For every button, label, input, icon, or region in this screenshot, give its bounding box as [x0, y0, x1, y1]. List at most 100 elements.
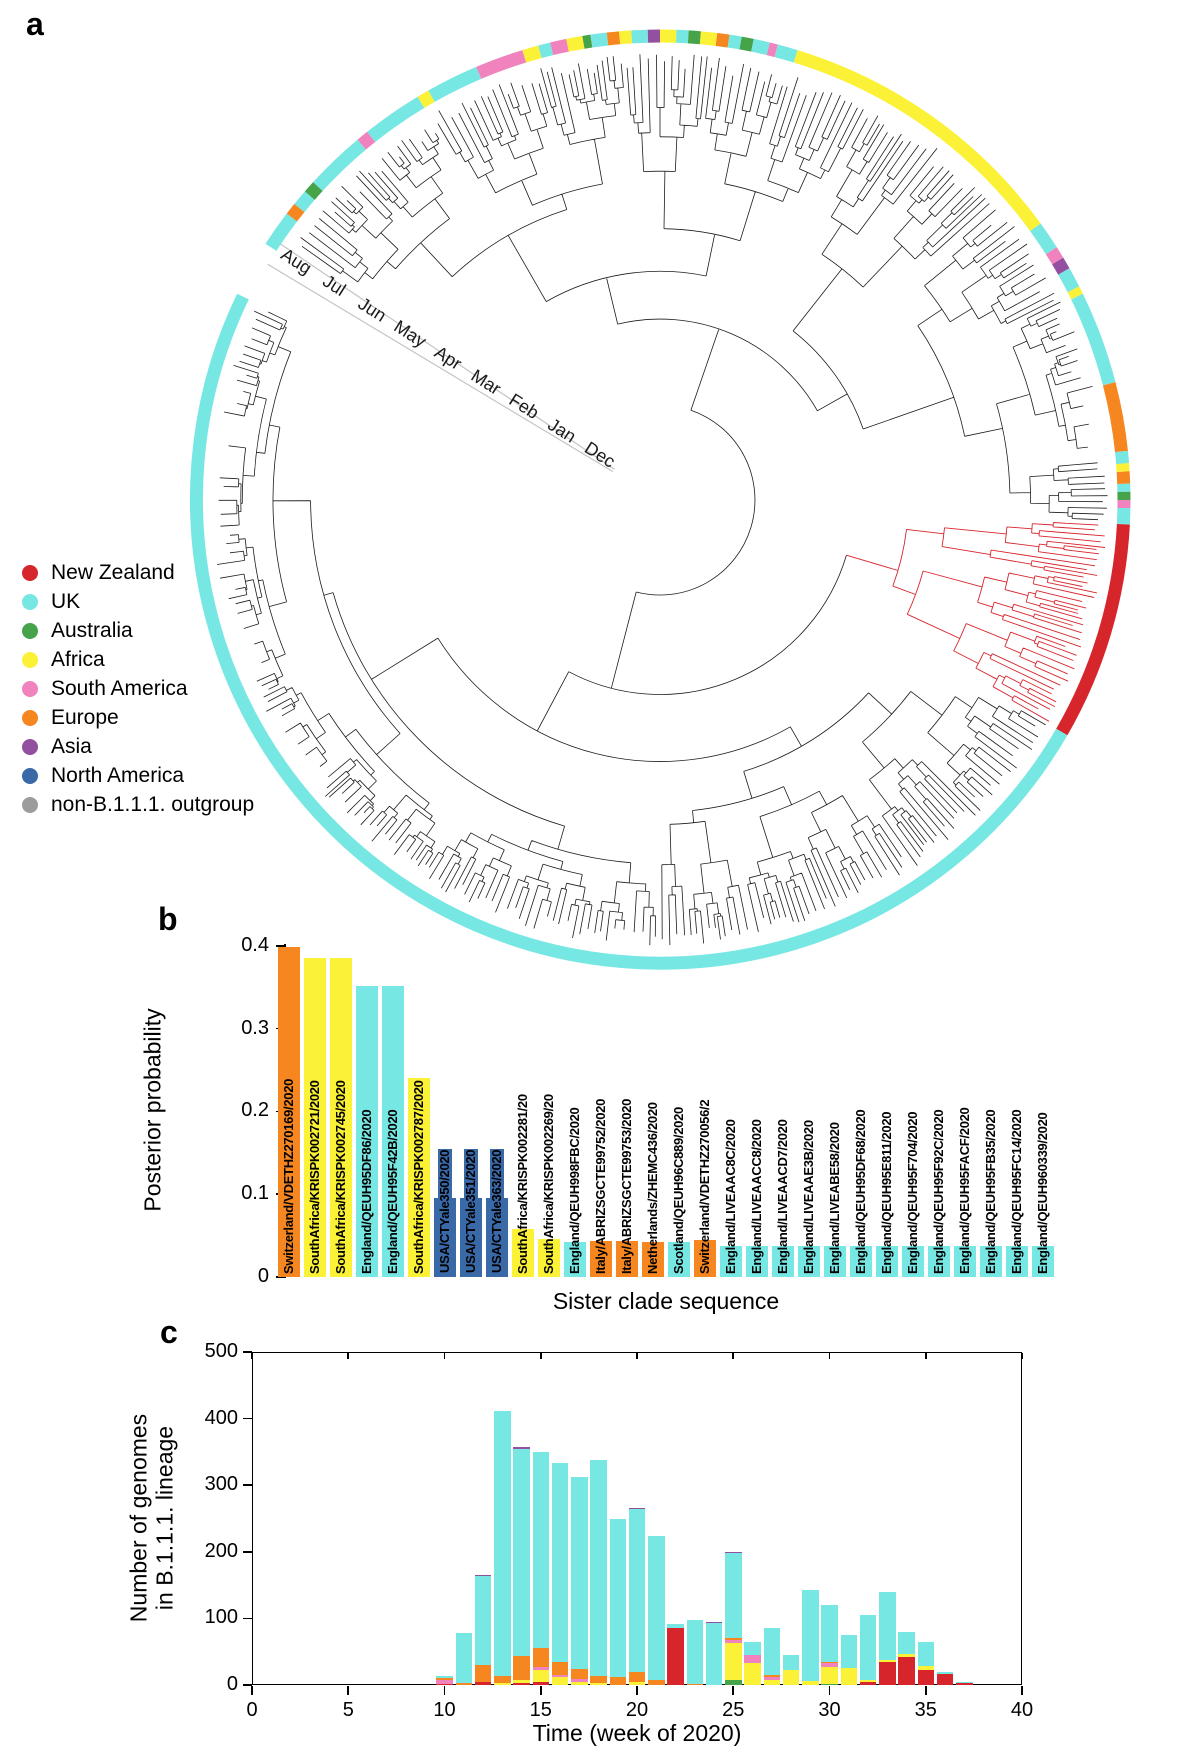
genome-count-bar-segment: [436, 1680, 453, 1684]
legend-item: North America: [22, 761, 254, 790]
genome-count-bar-segment: [744, 1663, 761, 1685]
panel-c-y-tick: [243, 1617, 252, 1620]
legend-item: UK: [22, 587, 254, 616]
location-ring-segment: [550, 38, 569, 56]
genome-count-bar-segment: [802, 1589, 819, 1681]
genome-count-bar-segment: [744, 1655, 761, 1663]
sister-clade-sequence-label: SouthAfrica/KRISPK002269/20: [541, 1094, 556, 1274]
location-ring-segment: [538, 42, 554, 59]
sister-clade-sequence-label: SouthAfrica/KRISPK002281/20: [515, 1094, 530, 1274]
time-axis-line: [279, 243, 615, 470]
posterior-probability-bar: [954, 1246, 976, 1277]
time-axis-month-label: Mar: [468, 365, 505, 399]
genome-count-bar-segment: [436, 1683, 453, 1685]
panel-c-y-tick: [243, 1684, 252, 1686]
genome-count-bar-segment: [859, 1681, 877, 1685]
genome-count-bar-segment: [936, 1671, 954, 1675]
legend-item-label: South America: [51, 676, 188, 700]
panel-c-x-tick-top: [539, 1353, 542, 1359]
panel-c-y-tick-label: 300: [204, 1473, 238, 1496]
legend-color-dot: [22, 564, 38, 581]
panel-c-x-tick-label: 0: [246, 1699, 258, 1721]
genome-count-bar-segment: [936, 1674, 954, 1685]
posterior-probability-bar: [408, 1078, 430, 1277]
genome-count-bar-segment: [840, 1635, 857, 1669]
genome-count-bar-segment: [821, 1667, 838, 1684]
sister-clade-sequence-label: England/LIVEABE58/2020: [827, 1122, 842, 1274]
legend-item-label: North America: [51, 763, 185, 787]
posterior-probability-bar: [330, 958, 352, 1277]
location-ring-segment: [1067, 286, 1083, 300]
location-ring-segment: [566, 35, 585, 52]
sister-clade-sequence-label: England/QEUH95E811/2020: [879, 1111, 894, 1274]
time-axis-month-label: Jul: [319, 271, 349, 300]
panel-c-y-tick: [243, 1484, 252, 1487]
location-ring-segment: [687, 30, 701, 45]
genome-count-bar-segment: [590, 1683, 607, 1685]
panel-c-x-tick-label: 40: [1010, 1699, 1034, 1721]
genome-count-bar-segment: [879, 1591, 896, 1660]
panel-c-ylabel-line1: Number of genomes: [125, 1413, 152, 1623]
legend-color-dot: [22, 738, 38, 755]
time-axis-month-label: May: [390, 316, 429, 351]
location-ring-segment: [417, 90, 435, 108]
sister-clade-sequence-label: England/LIVEAAE3B/2020: [801, 1120, 816, 1274]
genome-count-bar-segment: [648, 1535, 665, 1680]
location-ring-segment: [522, 45, 542, 63]
sister-clade-sequence-label: England/QEUH95FC14/2020: [1009, 1109, 1024, 1274]
genome-count-bar-segment: [571, 1679, 588, 1682]
genome-count-bar-segment: [474, 1681, 492, 1685]
genome-count-bar-segment: [590, 1676, 607, 1683]
panel-c-x-tick: [1021, 1686, 1023, 1695]
sister-clade-sequence-label: USA/CTYale363/2020: [489, 1148, 504, 1274]
location-ring-segment: [189, 293, 1068, 970]
genome-count-bar-segment: [628, 1672, 646, 1683]
location-ring-segment: [1071, 293, 1116, 386]
posterior-probability-bar: [278, 947, 300, 1277]
phylogeny-branches: [216, 54, 1108, 946]
panel-b-y-tick-label: 0.1: [241, 1182, 269, 1205]
location-ring-segment: [367, 96, 425, 143]
panel-c-x-tick-label: 5: [342, 1699, 354, 1721]
posterior-probability-bar: [798, 1246, 820, 1277]
panel-c-x-tick-label: 15: [529, 1699, 552, 1721]
legend-item: South America: [22, 674, 254, 703]
sister-clade-sequence-label: Switzerland/VDETHZ270056/2: [697, 1099, 712, 1274]
panel-c-x-tick-top: [347, 1353, 350, 1359]
posterior-probability-bar: [850, 1246, 872, 1277]
panel-c-ylabel-line2: in B.1.1.1. lineage: [152, 1425, 178, 1611]
panel-c-x-tick: [251, 1686, 253, 1695]
legend: New Zealand UK Australia Africa South Americ…: [22, 558, 254, 819]
genome-count-bar-segment: [956, 1683, 973, 1685]
genome-count-bar-segment: [821, 1683, 838, 1685]
legend-color-dot: [22, 622, 38, 639]
panel-c-x-tick: [924, 1686, 927, 1695]
genome-count-bar-segment: [609, 1677, 626, 1685]
location-ring-segment: [357, 131, 376, 150]
sister-clade-sequence-label: SouthAfrica/KRISPK002745/2020: [333, 1080, 348, 1274]
genome-count-bar-segment: [821, 1605, 838, 1662]
posterior-probability-bar: [538, 1238, 560, 1277]
location-ring-segment: [304, 182, 323, 200]
location-ring-segment: [739, 36, 754, 52]
panel-b-label: b: [158, 901, 178, 937]
genome-count-bar-segment: [763, 1675, 780, 1677]
panel-b-y-tick: [276, 945, 284, 947]
time-axis-month-label: Dec: [581, 438, 619, 472]
sister-clade-sequence-label: SouthAfrica/KRISPK002721/2020: [307, 1080, 322, 1274]
location-ring-segment: [727, 34, 742, 50]
genome-count-bar-segment: [571, 1681, 588, 1685]
sister-clade-sequence-label: England/LIVEAACC8/2020: [749, 1119, 764, 1275]
panel-c-x-tick-label: 25: [722, 1699, 745, 1721]
panel-c-y-axis-title: Number of genomes in B.1.1.1. lineage: [126, 1414, 179, 1622]
genome-count-bar-segment: [551, 1463, 569, 1662]
genome-count-bar-segment: [782, 1670, 800, 1685]
location-ring-segment: [715, 33, 730, 48]
panel-b-y-tick-label: 0.3: [241, 1016, 269, 1039]
panel-b-y-tick: [276, 1276, 284, 1278]
genome-count-bar-segment: [879, 1661, 896, 1685]
genome-count-bar-segment: [551, 1675, 569, 1677]
genome-count-bar-segment: [474, 1576, 492, 1665]
location-ring-segment: [294, 191, 315, 213]
genome-count-bar-segment: [532, 1669, 549, 1682]
